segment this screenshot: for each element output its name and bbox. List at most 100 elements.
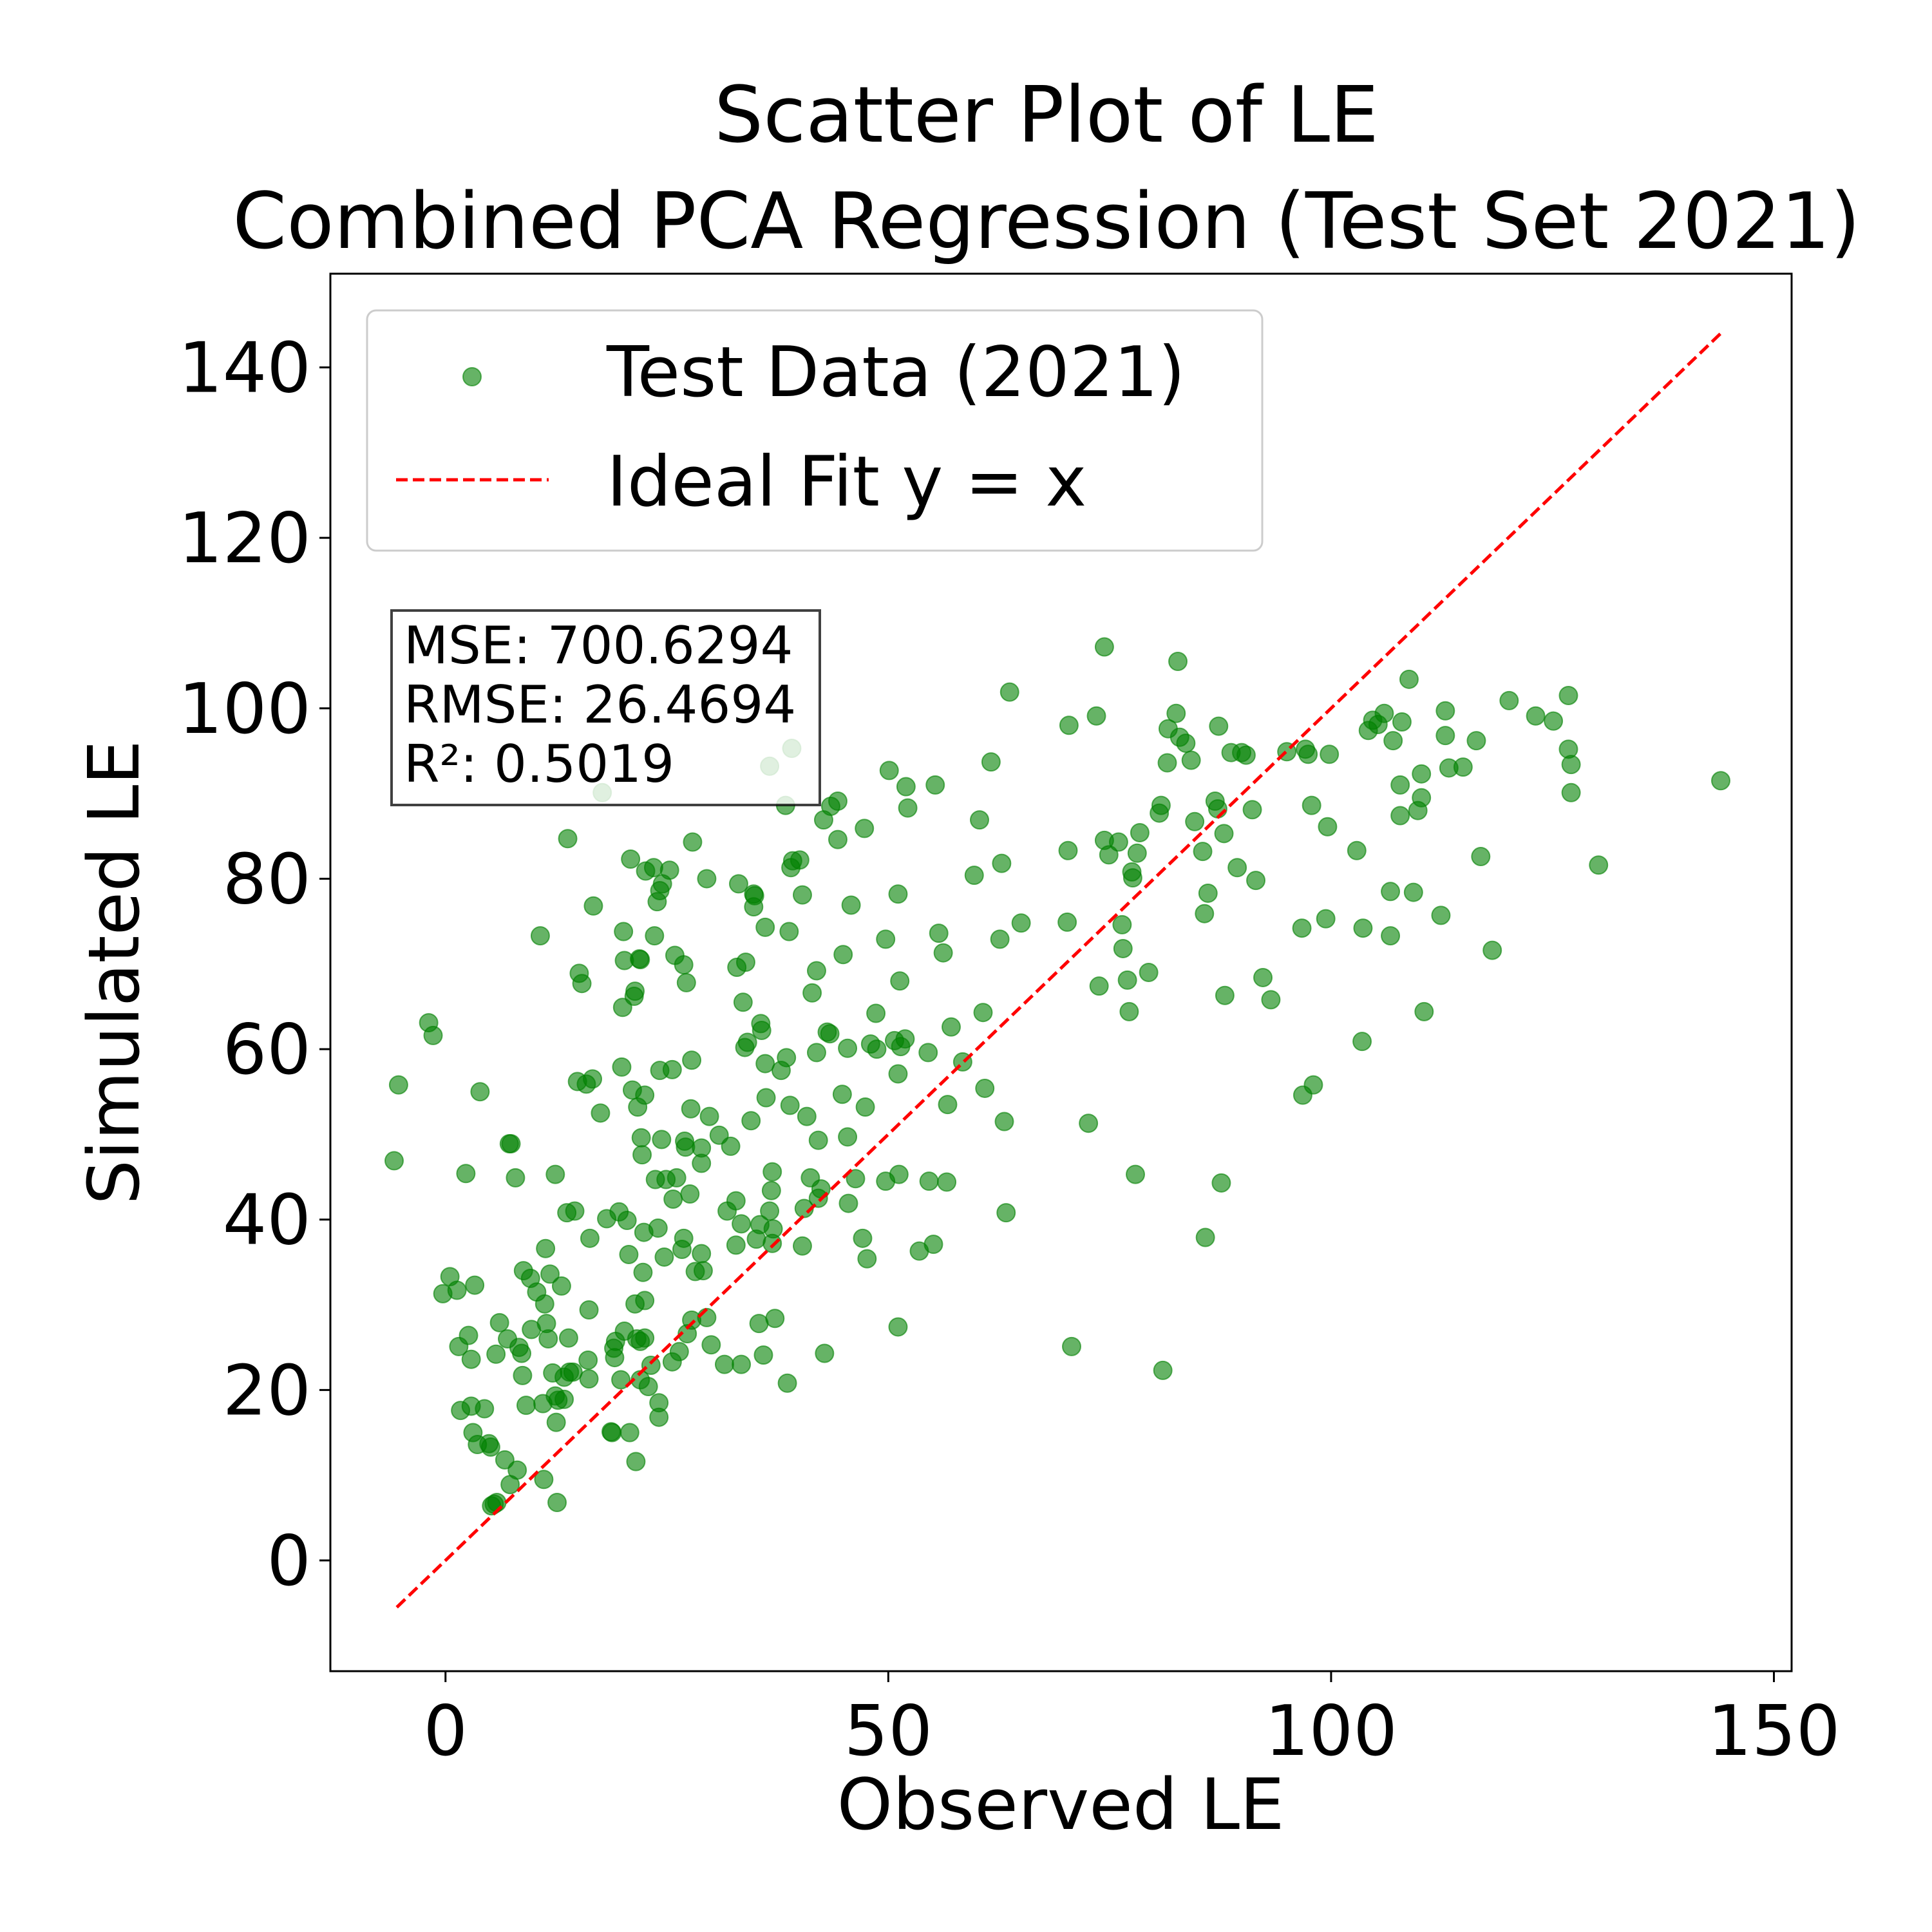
data-point <box>470 1082 490 1102</box>
data-point <box>540 1264 560 1284</box>
data-point <box>1399 669 1419 689</box>
data-point <box>833 945 853 965</box>
data-point <box>756 1088 776 1108</box>
data-point <box>516 1396 536 1416</box>
data-point <box>925 775 945 795</box>
x-tick-label: 0 <box>423 1691 468 1772</box>
data-point <box>838 1038 858 1058</box>
data-point <box>714 1354 734 1374</box>
data-point <box>990 929 1010 949</box>
data-point <box>761 1180 781 1200</box>
data-point <box>654 1247 674 1267</box>
data-point <box>815 1343 835 1363</box>
data-point <box>755 1054 775 1074</box>
legend-scatter-label: Test Data (2021) <box>606 332 1185 413</box>
data-point <box>663 1189 683 1209</box>
data-point <box>1099 845 1119 865</box>
data-point <box>797 1106 817 1126</box>
data-point <box>820 1024 840 1044</box>
data-point <box>625 981 645 1001</box>
data-point <box>1227 858 1247 878</box>
data-point <box>999 682 1019 702</box>
data-point <box>726 1235 746 1255</box>
data-point <box>981 752 1001 772</box>
data-point <box>996 1203 1016 1223</box>
data-point <box>737 1032 757 1052</box>
data-point <box>638 1377 658 1397</box>
data-point <box>937 1172 957 1192</box>
data-point <box>1414 1001 1434 1021</box>
data-point <box>635 1085 655 1105</box>
data-point <box>384 1151 404 1171</box>
data-point <box>388 1075 408 1095</box>
y-tick-label: 60 <box>223 1010 311 1090</box>
data-point <box>1302 795 1321 815</box>
data-point <box>534 1470 554 1490</box>
data-point <box>765 1309 785 1329</box>
data-point <box>1057 912 1077 932</box>
data-point <box>1246 871 1266 891</box>
data-point <box>512 1343 532 1363</box>
data-point <box>674 955 694 975</box>
data-point <box>676 972 696 992</box>
data-point <box>777 1373 797 1393</box>
data-point <box>1710 771 1730 791</box>
data-point <box>635 1328 655 1348</box>
data-point <box>973 1003 993 1023</box>
data-point <box>918 1043 938 1063</box>
data-point <box>889 1164 909 1184</box>
data-point <box>538 1329 558 1349</box>
data-point <box>1195 1227 1215 1247</box>
data-point <box>447 1280 467 1300</box>
data-point <box>1390 806 1410 826</box>
data-point <box>633 1262 653 1282</box>
data-point <box>969 810 989 830</box>
stats-r2: R²: 0.5019 <box>404 734 674 794</box>
data-point <box>1086 706 1106 726</box>
data-point <box>1374 703 1394 723</box>
data-point <box>1139 963 1159 982</box>
data-point <box>692 1244 712 1264</box>
data-point <box>621 849 641 869</box>
data-point <box>1353 918 1373 938</box>
data-point <box>728 874 748 894</box>
data-point <box>486 1344 506 1364</box>
data-point <box>838 1193 858 1213</box>
data-point <box>992 853 1012 873</box>
data-point <box>933 943 953 963</box>
data-point <box>546 1412 566 1432</box>
data-point <box>645 926 665 946</box>
data-point <box>879 761 899 781</box>
data-point <box>701 1335 721 1355</box>
data-point <box>888 884 908 904</box>
data-point <box>1303 1075 1323 1095</box>
plot-frame <box>329 272 1793 1672</box>
data-point <box>808 1130 828 1150</box>
data-point <box>828 791 848 811</box>
data-point <box>1471 847 1491 867</box>
data-point <box>895 1029 915 1049</box>
y-tick-label: 140 <box>178 328 311 409</box>
stats-box-frame <box>390 609 821 806</box>
data-point <box>721 1136 741 1156</box>
data-point <box>1062 1336 1082 1356</box>
stats-box: MSE: 700.6294 RMSE: 26.4694 R²: 0.5019 <box>390 609 821 806</box>
data-point <box>495 1450 515 1470</box>
data-point <box>649 1393 669 1413</box>
x-tick-label: 150 <box>1707 1691 1840 1772</box>
data-point <box>614 922 634 942</box>
data-point <box>1412 764 1432 784</box>
data-point <box>630 950 650 970</box>
data-point <box>1292 918 1312 938</box>
data-point <box>1193 842 1213 862</box>
data-point <box>1214 824 1234 844</box>
data-point <box>846 1169 866 1189</box>
data-point <box>530 926 550 946</box>
data-point <box>828 829 848 849</box>
data-point <box>1176 734 1196 753</box>
data-point <box>855 1097 875 1117</box>
data-point <box>579 1369 599 1389</box>
data-point <box>1094 637 1114 657</box>
data-point <box>563 1362 583 1382</box>
